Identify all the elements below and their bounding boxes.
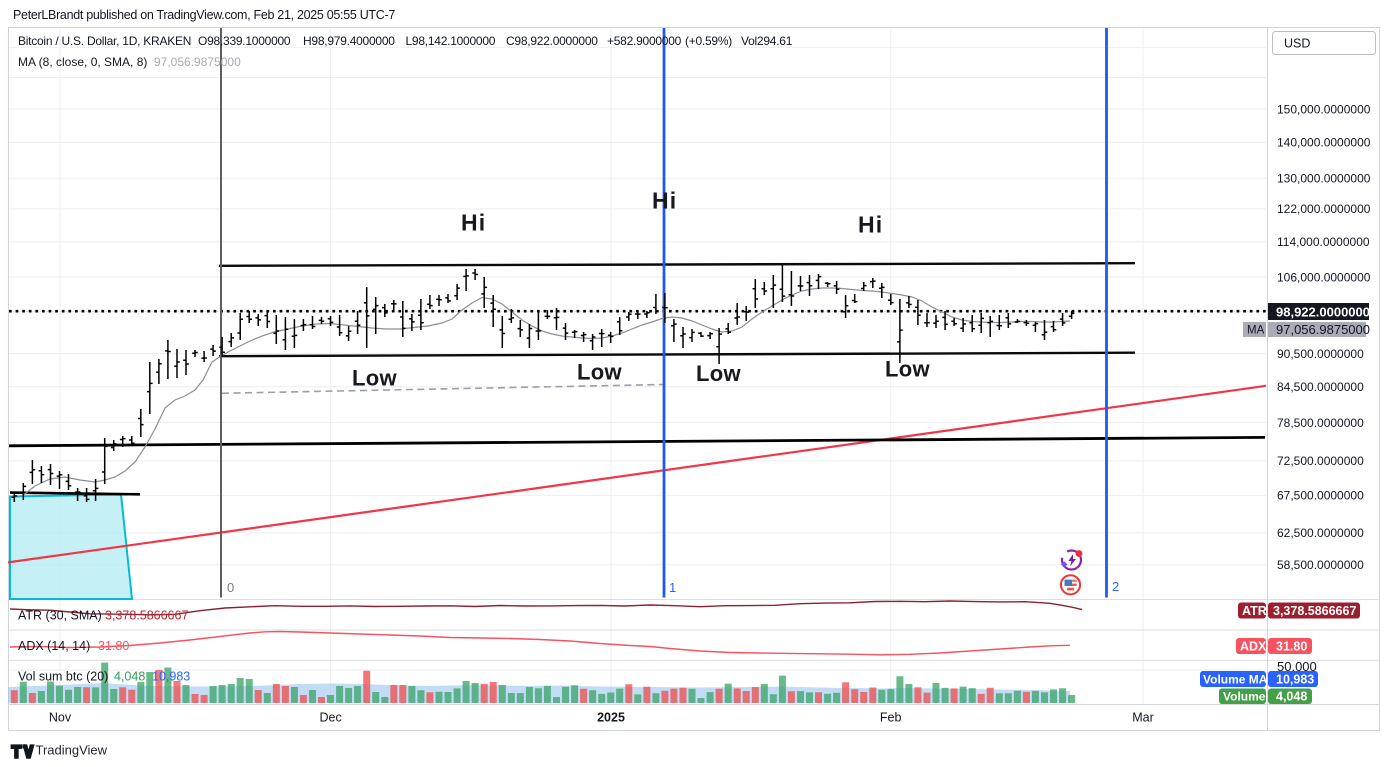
svg-text:Nov: Nov [49,711,72,725]
svg-text:ATR (30, SMA): ATR (30, SMA) [18,609,102,623]
svg-text:Hi: Hi [858,212,883,238]
svg-text:Bitcoin / U.S. Dollar, 1D, KRA: Bitcoin / U.S. Dollar, 1D, KRAKEN [18,34,191,48]
svg-text:Dec: Dec [319,711,341,725]
svg-text:Low: Low [696,361,741,386]
svg-text:3,378.5866667: 3,378.5866667 [1273,604,1356,618]
svg-text:4,048: 4,048 [114,670,145,684]
svg-text:150,000.0000000: 150,000.0000000 [1277,102,1371,116]
svg-text:130,000.0000000: 130,000.0000000 [1277,172,1371,186]
svg-text:10,983: 10,983 [152,670,190,684]
svg-text:10,983: 10,983 [1276,673,1314,687]
svg-text:98,922.0000000: 98,922.0000000 [1276,305,1370,320]
svg-text:106,000.0000000: 106,000.0000000 [1277,270,1371,284]
svg-text:3,378.5866667: 3,378.5866667 [105,609,188,623]
svg-text:MA (8, close, 0, SMA, 8): MA (8, close, 0, SMA, 8) [18,55,147,69]
svg-text:84,500.0000000: 84,500.0000000 [1277,380,1364,394]
svg-text:MA: MA [1247,325,1265,337]
svg-text:Vol sum btc (20): Vol sum btc (20) [18,670,108,684]
svg-text:140,000.0000000: 140,000.0000000 [1277,136,1371,150]
svg-text:62,500.0000000: 62,500.0000000 [1277,526,1364,540]
svg-text:0: 0 [227,580,234,595]
svg-text:97,056.9875000: 97,056.9875000 [154,55,241,69]
svg-text:31.80: 31.80 [98,639,129,653]
svg-text:Feb: Feb [880,711,902,725]
svg-text:2025: 2025 [597,711,625,725]
svg-text:(+0.59%): (+0.59%) [685,34,732,48]
svg-text:Low: Low [352,366,397,391]
svg-text:97,056.9875000: 97,056.9875000 [1276,322,1370,337]
svg-text:ADX (14, 14): ADX (14, 14) [18,639,90,653]
svg-text:TradingView: TradingView [36,743,108,758]
svg-text:Low: Low [885,357,930,382]
svg-text:67,500.0000000: 67,500.0000000 [1277,489,1364,503]
svg-text:4,048: 4,048 [1276,690,1307,704]
svg-text:Low: Low [577,360,622,385]
svg-text:USD: USD [1284,37,1310,51]
svg-text:Hi: Hi [652,188,677,214]
svg-text:72,500.0000000: 72,500.0000000 [1277,454,1364,468]
svg-text:114,000.0000000: 114,000.0000000 [1277,235,1370,249]
svg-text:90,500.0000000: 90,500.0000000 [1277,347,1364,361]
svg-text:Hi: Hi [461,210,486,236]
svg-text:Vol294.61: Vol294.61 [741,34,793,48]
svg-text:Volume: Volume [1223,690,1266,704]
svg-text:PeterLBrandt published on Trad: PeterLBrandt published on TradingView.co… [13,8,395,22]
svg-text:H98,979.4000000: H98,979.4000000 [303,34,395,48]
svg-text:L98,142.1000000: L98,142.1000000 [406,34,496,48]
svg-text:78,500.0000000: 78,500.0000000 [1277,416,1364,430]
svg-text:ATR: ATR [1242,604,1267,618]
svg-text:Mar: Mar [1132,711,1154,725]
svg-text:O98,339.1000000: O98,339.1000000 [198,34,291,48]
svg-text:31.80: 31.80 [1276,640,1307,654]
svg-text:50,000: 50,000 [1277,659,1317,674]
svg-text:Volume MA: Volume MA [1203,673,1268,687]
svg-text:ADX: ADX [1240,640,1267,654]
svg-text:1: 1 [669,580,676,595]
svg-text:+582.9000000: +582.9000000 [607,34,682,48]
svg-text:2: 2 [1112,579,1119,594]
svg-text:C98,922.0000000: C98,922.0000000 [506,34,598,48]
svg-text:58,500.0000000: 58,500.0000000 [1277,558,1364,572]
svg-text:122,000.0000000: 122,000.0000000 [1277,202,1371,216]
